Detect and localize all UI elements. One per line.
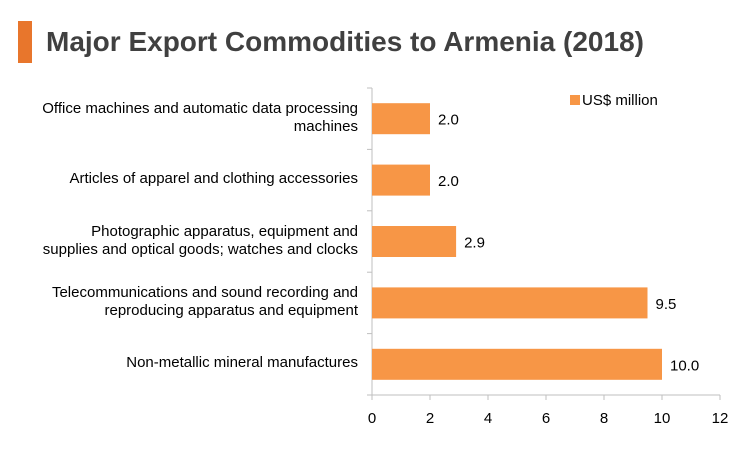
category-label: Office machines and automatic data proce… bbox=[0, 100, 358, 136]
category-label: Articles of apparel and clothing accesso… bbox=[0, 170, 359, 188]
x-tick-label: 6 bbox=[542, 410, 550, 427]
category-label-line: reproducing apparatus and equipment bbox=[104, 301, 358, 319]
legend-swatch bbox=[570, 95, 580, 105]
x-tick-label: 12 bbox=[712, 410, 729, 427]
bar-value-label: 2.0 bbox=[438, 173, 459, 190]
bar bbox=[372, 103, 430, 135]
x-tick-label: 8 bbox=[600, 410, 608, 427]
category-label-line: Articles of apparel and clothing accesso… bbox=[69, 170, 359, 188]
bar bbox=[372, 348, 662, 380]
bar bbox=[372, 287, 648, 319]
x-tick-label: 2 bbox=[426, 410, 434, 427]
bar bbox=[372, 226, 457, 257]
category-label-line: supplies and optical goods; watches and … bbox=[42, 240, 358, 258]
category-label: Telecommunications and sound recording a… bbox=[0, 284, 358, 320]
category-label-line: Photographic apparatus, equipment and bbox=[91, 222, 358, 240]
x-tick-label: 4 bbox=[484, 410, 492, 427]
category-label: Photographic apparatus, equipment and sup… bbox=[0, 223, 358, 259]
category-label-line: Telecommunications and sound recording a… bbox=[51, 283, 358, 301]
legend-label: US$ million bbox=[582, 92, 658, 109]
bar-value-label: 10.0 bbox=[670, 357, 699, 374]
category-label-line: Non-metallic mineral manufactures bbox=[126, 354, 358, 372]
category-label-line: Office machines and automatic data proce… bbox=[42, 99, 358, 117]
bar-value-label: 2.0 bbox=[438, 112, 459, 129]
bar bbox=[372, 164, 430, 196]
x-tick-label: 10 bbox=[654, 410, 671, 427]
category-label: Non-metallic mineral manufactures bbox=[0, 354, 358, 372]
bar-value-label: 9.5 bbox=[656, 296, 677, 313]
x-tick-label: 0 bbox=[368, 410, 376, 427]
chart-title: Major Export Commodities to Armenia (201… bbox=[46, 26, 644, 57]
title-accent-bar bbox=[18, 21, 32, 63]
category-label-line: machines bbox=[293, 117, 358, 135]
bar-value-label: 2.9 bbox=[464, 235, 485, 252]
